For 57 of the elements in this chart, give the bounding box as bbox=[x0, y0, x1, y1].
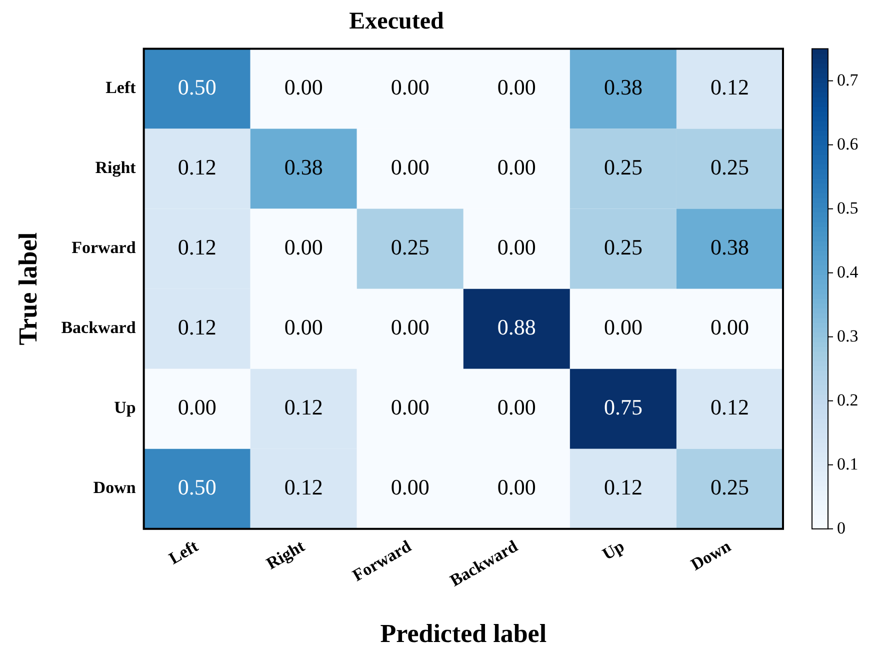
data-label: 0.00 bbox=[390, 314, 430, 340]
data-label: 0.00 bbox=[390, 394, 430, 420]
data-label: 0.12 bbox=[710, 394, 749, 420]
data-label: 0.00 bbox=[390, 154, 430, 180]
data-label: 0.00 bbox=[497, 394, 536, 420]
data-label: 0.25 bbox=[604, 154, 642, 180]
data-label: 0.25 bbox=[710, 474, 749, 500]
data-label: 0.00 bbox=[604, 314, 642, 340]
data-label: 0.12 bbox=[178, 234, 216, 260]
data-label: 0.50 bbox=[178, 74, 216, 100]
y-tick-label: Forward bbox=[72, 238, 136, 258]
color-bar-label: 0 bbox=[837, 518, 846, 538]
data-label: 0.00 bbox=[390, 474, 430, 500]
x-tick-label: Left bbox=[166, 536, 202, 568]
data-label: 0.12 bbox=[178, 314, 216, 340]
x-tick-label: Up bbox=[599, 536, 628, 564]
x-tick-label: Down bbox=[688, 536, 734, 574]
data-label: 0.12 bbox=[604, 474, 642, 500]
data-label: 0.38 bbox=[710, 234, 749, 260]
color-bar-label: 0.5 bbox=[837, 198, 858, 218]
x-axis-title: Predicted label bbox=[380, 619, 547, 648]
color-bar-label: 0.7 bbox=[837, 70, 859, 90]
y-tick-label: Down bbox=[93, 478, 136, 498]
data-label: 0.00 bbox=[284, 314, 323, 340]
data-label: 0.12 bbox=[710, 74, 749, 100]
data-label: 0.00 bbox=[284, 234, 323, 260]
chart-title: Executed bbox=[349, 8, 444, 35]
data-label: 0.00 bbox=[497, 154, 536, 180]
data-label: 0.38 bbox=[284, 154, 323, 180]
color-bar-label: 0.6 bbox=[837, 134, 858, 154]
data-label: 0.00 bbox=[497, 234, 536, 260]
data-label: 0.25 bbox=[710, 154, 749, 180]
data-label: 0.25 bbox=[604, 234, 642, 260]
color-bar-label: 0.1 bbox=[837, 454, 858, 474]
data-label: 0.25 bbox=[390, 234, 430, 260]
data-label: 0.75 bbox=[604, 394, 642, 420]
data-label: 0.00 bbox=[390, 74, 430, 100]
y-tick-label: Right bbox=[95, 158, 136, 178]
data-label: 0.12 bbox=[284, 394, 323, 420]
color-bar-label: 0.4 bbox=[837, 262, 859, 282]
data-label: 0.00 bbox=[497, 474, 536, 500]
data-label: 0.50 bbox=[178, 474, 216, 500]
data-label: 0.38 bbox=[604, 74, 642, 100]
color-bar-label: 0.3 bbox=[837, 326, 858, 346]
data-label: 0.88 bbox=[497, 314, 536, 340]
data-label: 0.12 bbox=[178, 154, 216, 180]
data-label: 0.00 bbox=[497, 74, 536, 100]
y-tick-label: Backward bbox=[61, 318, 136, 338]
y-tick-label: Left bbox=[106, 78, 136, 98]
data-label: 0.12 bbox=[284, 474, 323, 500]
y-axis-title: True label bbox=[13, 232, 42, 346]
color-bar-label: 0.2 bbox=[837, 390, 858, 410]
data-label: 0.00 bbox=[710, 314, 749, 340]
data-label: 0.00 bbox=[178, 394, 216, 420]
data-label: 0.00 bbox=[284, 74, 323, 100]
x-tick-label: Right bbox=[263, 536, 308, 574]
y-tick-label: Up bbox=[114, 398, 136, 418]
